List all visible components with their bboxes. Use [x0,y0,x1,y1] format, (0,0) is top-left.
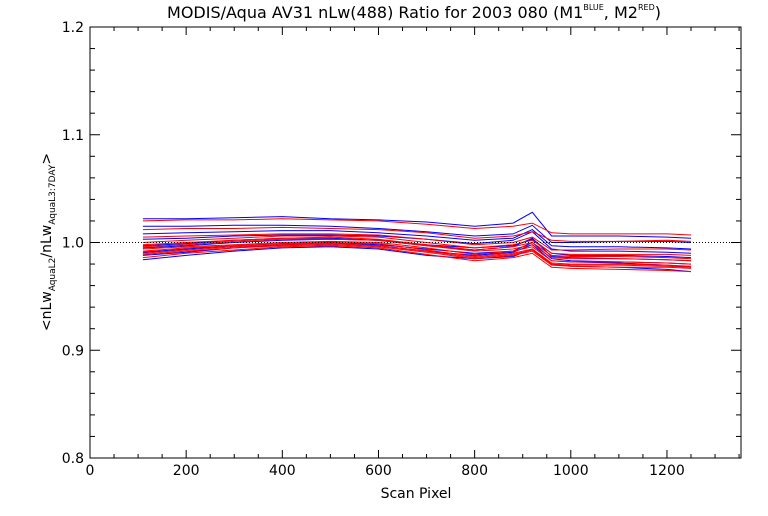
series-line-m2-12 [142,235,692,256]
series-line-m1-2 [142,231,692,254]
y-tick-label: 0.8 [62,451,84,467]
y-tick-label: 1.0 [62,236,84,252]
series-line-m1-0 [142,211,692,239]
series-layer [142,211,692,273]
tick-layer: 0 200 400 600 800 1000 1200 0.8 0.9 1.0 1.1 1.2 [62,20,741,479]
series-line-m2-15 [142,241,692,267]
series-line-m2-16 [142,244,692,269]
series-line-m1-8 [142,229,692,250]
series-line-m2-14 [142,240,692,265]
series-line-m2-18 [142,236,692,260]
y-tick-label: 0.9 [62,343,84,359]
series-line-m2-13 [142,238,692,262]
y-tick-label: 1.1 [62,128,84,144]
x-tick-label: 1200 [649,463,685,479]
chart-title: MODIS/Aqua AV31 nLw(488) Ratio for 2003 … [167,3,661,22]
series-line-m2-11 [142,233,692,251]
x-tick-label: 0 [86,463,95,479]
y-tick-label: 1.2 [62,20,84,36]
x-tick-label: 600 [365,463,392,479]
series-line-m2-17 [142,245,692,273]
series-line-m2-10 [142,226,692,242]
x-tick-label: 800 [461,463,488,479]
title-superscript-blue: BLUE [583,3,603,12]
series-line-m2-19 [142,243,692,268]
x-tick-label: 200 [173,463,200,479]
x-axis-label: Scan Pixel [381,486,452,502]
y-axis-label: <nLwAquaL2/nLwAquaL3:7DAY> [39,153,58,331]
x-tick-label: 400 [269,463,296,479]
series-line-m2-9 [142,218,692,236]
x-tick-label: 1000 [553,463,589,479]
title-superscript-red: RED [638,3,655,12]
